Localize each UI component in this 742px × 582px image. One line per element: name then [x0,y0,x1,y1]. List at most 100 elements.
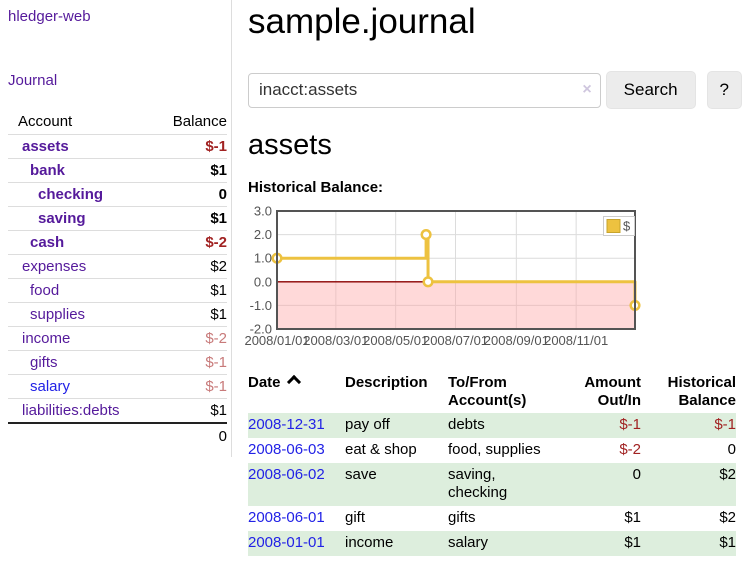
search-button[interactable]: Search [605,71,696,109]
help-button[interactable]: ? [706,71,742,109]
accounts-total-balance: 0 [218,428,227,445]
account-balance: $-2 [205,234,227,251]
transaction-accounts: salary [448,534,489,551]
transaction-date-link[interactable]: 2008-06-02 [248,466,325,483]
transaction-balance: $-1 [714,416,736,433]
transaction-amount: $-1 [619,416,641,433]
data-point-marker [420,229,432,241]
register-header-balance: Historical Balance [667,374,736,409]
account-row: cash $-2 [8,230,227,255]
transaction-date-link[interactable]: 2008-01-01 [248,534,325,551]
account-balance: $1 [210,306,227,323]
app-title-link[interactable]: hledger-web [8,8,91,25]
plot-border [276,210,636,330]
negative-region [277,281,635,329]
account-row: salary $-1 [8,374,227,399]
account-link-saving[interactable]: saving [38,210,86,227]
page-title: sample.journal [248,2,476,41]
accounts-table: Account Balance assets $-1 bank $1 checking 0… [8,109,227,449]
accounts-header-balance: Balance [172,113,227,130]
account-link-assets[interactable]: assets [22,138,69,155]
x-axis-tick-label: 2008/11/01 [544,333,608,348]
account-balance: $-1 [205,354,227,371]
transaction-balance: $2 [719,466,736,483]
transaction-accounts: debts [448,416,485,433]
x-axis-tick-label: 2008/05/01 [363,333,428,348]
x-axis-tick-label: 2008/03/01 [303,333,368,348]
account-link-gifts[interactable]: gifts [30,354,58,371]
legend-label: $ [623,219,631,234]
account-link-supplies[interactable]: supplies [30,306,86,323]
y-axis-tick-label: 3.0 [254,204,272,219]
legend-swatch [606,219,621,233]
transaction-balance: $1 [719,534,736,551]
register-header-row: Date Description To/From Account(s) Amou… [248,371,736,413]
account-row: supplies $1 [8,302,227,327]
accounts-header-account: Account [18,113,73,130]
y-axis-tick-label: -2.0 [250,322,272,337]
register-header-description: Description [345,374,428,391]
y-axis-tick-label: -1.0 [250,298,272,313]
register-header-accounts: To/From Account(s) [448,374,527,409]
account-row: bank $1 [8,158,227,183]
register-row: 2008-06-01 gift gifts $1 $2 [248,506,736,531]
sidebar-item-journal[interactable]: Journal [8,72,58,89]
transaction-amount: $1 [624,534,641,551]
account-row: expenses $2 [8,254,227,279]
account-link-expenses[interactable]: expenses [22,258,87,275]
transaction-description: eat & shop [345,441,417,458]
transaction-date-link[interactable]: 2008-12-31 [248,416,325,433]
account-link-income[interactable]: income [22,330,71,347]
transaction-amount: $-2 [619,441,641,458]
transaction-description: save [345,466,377,483]
x-axis-tick-label: 2008/09/01 [484,333,549,348]
register-row: 2008-06-03 eat & shop food, supplies $-2 0 [248,438,736,463]
transaction-date-link[interactable]: 2008-06-01 [248,509,325,526]
x-axis-tick-label: 2008/07/01 [423,333,488,348]
y-axis-tick-label: 1.0 [254,251,272,266]
data-point-marker [422,276,434,288]
account-link-bank[interactable]: bank [30,162,66,179]
account-balance: $-1 [205,378,227,395]
account-balance: 0 [218,186,227,203]
transaction-amount: 0 [632,466,641,483]
register-row: 2008-01-01 income salary $1 $1 [248,531,736,556]
register-row: 2008-06-02 save saving, checking 0 $2 [248,463,736,506]
transaction-description: income [345,534,394,551]
transaction-amount: $1 [624,509,641,526]
account-heading: assets [248,129,332,161]
account-link-salary[interactable]: salary [30,378,71,395]
transaction-description: pay off [345,416,390,433]
account-row: gifts $-1 [8,350,227,375]
accounts-total-row: 0 [8,423,227,449]
historical-balance-chart: 3.0 2.0 1.0 0.0 -1.0 -2.0 2008/01/01 2008/03/01… [244,204,742,355]
account-link-liabilities-debts[interactable]: liabilities:debts [22,402,120,419]
account-link-checking[interactable]: checking [38,186,104,203]
account-balance: $2 [210,258,227,275]
account-balance: $-1 [205,138,227,155]
sort-up-icon [286,374,301,390]
account-row: food $1 [8,278,227,303]
transaction-balance: $2 [719,509,736,526]
register-row: 2008-12-31 pay off debts $-1 $-1 [248,413,736,438]
clear-search-icon[interactable]: × [582,80,592,98]
search-input-wrap: × [248,72,601,108]
register-table: Date Description To/From Account(s) Amou… [248,371,736,556]
chart-svg: 3.0 2.0 1.0 0.0 -1.0 -2.02008/01/012008/03/01… [244,204,641,348]
account-balance: $1 [210,282,227,299]
account-row: income $-2 [8,326,227,351]
transaction-description: gift [345,509,366,526]
search-input[interactable] [248,72,601,108]
account-link-food[interactable]: food [30,282,60,299]
transaction-balance: 0 [727,441,736,458]
x-axis-tick-label: 2008/01/01 [244,333,309,348]
account-row: liabilities:debts $1 [8,398,227,424]
sidebar: hledger-web Journal Account Balance asse… [0,0,232,457]
search-form: × Search ? [248,71,742,109]
transaction-accounts: saving, checking [448,466,508,501]
transaction-accounts: gifts [448,509,476,526]
account-link-cash[interactable]: cash [30,234,65,251]
transaction-date-link[interactable]: 2008-06-03 [248,441,325,458]
register-header-date[interactable]: Date [248,371,345,413]
register-header-amount: Amount Out/In [584,374,641,409]
